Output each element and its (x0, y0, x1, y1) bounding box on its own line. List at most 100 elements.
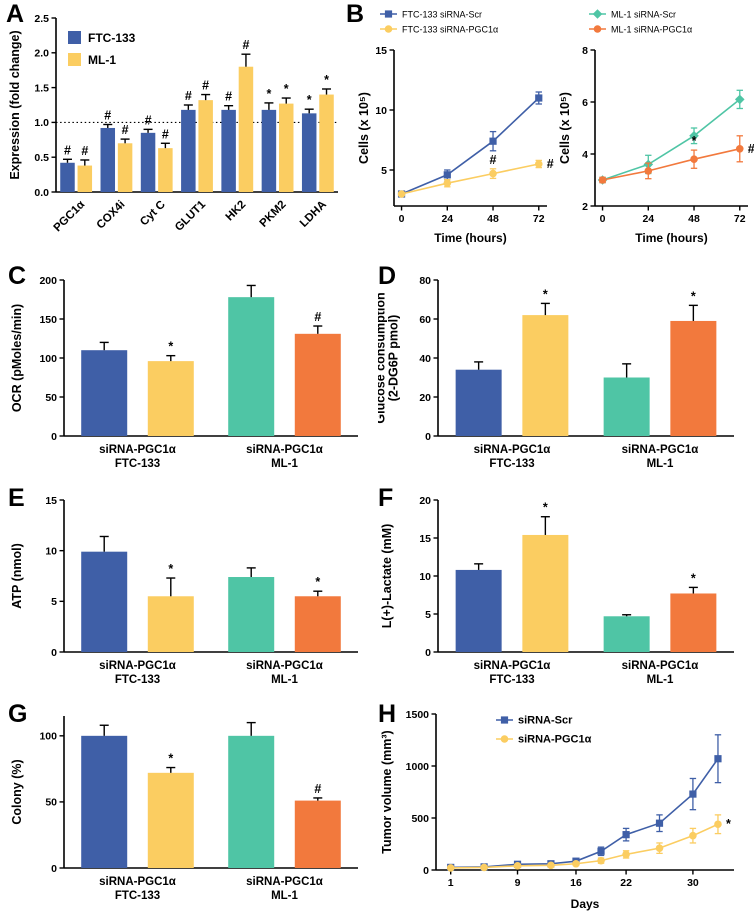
svg-text:10: 10 (45, 545, 57, 557)
svg-text:*: * (726, 817, 731, 831)
panel-g-label: G (8, 700, 28, 728)
panel-f: F 0 5 10 15 20 L(+)-Lactate (mM) * siRNA-PGC1α F… (378, 486, 748, 702)
svg-text:0: 0 (425, 647, 431, 659)
svg-text:100: 100 (39, 353, 57, 365)
svg-text:0.5: 0.5 (34, 152, 49, 164)
svg-text:Cyt C: Cyt C (138, 199, 168, 229)
svg-text:siRNA-PGC1α: siRNA-PGC1α (518, 733, 592, 745)
svg-text:200: 200 (39, 275, 57, 287)
svg-text:siRNA-PGC1α: siRNA-PGC1α (99, 444, 176, 456)
svg-text:ML-1: ML-1 (271, 674, 298, 686)
svg-text:#: # (547, 157, 554, 171)
svg-text:1500: 1500 (406, 709, 430, 721)
panel-c: C 0 50 100 150 200 OCR (pMoles/min) * siRNA-PGC… (8, 264, 372, 486)
svg-text:siRNA-PGC1α: siRNA-PGC1α (622, 660, 699, 672)
svg-text:8: 8 (583, 45, 589, 57)
svg-text:#: # (314, 782, 321, 796)
svg-text:FTC-133: FTC-133 (489, 458, 534, 470)
svg-text:5: 5 (425, 609, 431, 621)
svg-text:10: 10 (375, 105, 387, 117)
svg-text:20: 20 (419, 392, 431, 404)
svg-text:*: * (168, 752, 173, 766)
svg-text:#: # (162, 127, 169, 141)
svg-text:5: 5 (51, 596, 57, 608)
svg-text:24: 24 (441, 213, 453, 225)
svg-text:#: # (490, 153, 497, 167)
svg-text:#: # (225, 90, 232, 104)
svg-text:1.5: 1.5 (34, 82, 49, 94)
svg-text:4: 4 (583, 149, 589, 161)
svg-text:Expression (fold change): Expression (fold change) (8, 30, 22, 179)
svg-text:GLUT1: GLUT1 (173, 198, 209, 234)
svg-text:20: 20 (419, 495, 431, 507)
panel-b: B 5 10 15 Cells (x 10⁵) 0 24 48 72 Time (hours) #… (346, 2, 754, 260)
svg-text:Days: Days (571, 897, 600, 911)
svg-text:*: * (324, 73, 329, 87)
svg-text:2: 2 (583, 201, 589, 213)
panel-e-label: E (8, 484, 25, 512)
svg-text:0: 0 (423, 865, 429, 877)
svg-text:*: * (266, 87, 271, 101)
svg-text:siRNA-PGC1α: siRNA-PGC1α (474, 444, 551, 456)
svg-text:FTC-133: FTC-133 (88, 31, 136, 45)
svg-text:100: 100 (39, 731, 57, 743)
svg-text:#: # (104, 108, 111, 122)
svg-text:#: # (202, 79, 209, 93)
svg-text:#: # (122, 123, 129, 137)
panel-a-label: A (6, 0, 25, 28)
svg-text:FTC-133 siRNA-Scr: FTC-133 siRNA-Scr (402, 9, 482, 19)
svg-text:*: * (691, 289, 696, 303)
panel-g-colony-bar-chart: 0 50 100 Colony (%) * siRNA-PGC1α FTC-133 # siRN… (10, 716, 358, 902)
panel-c-ocr-bar-chart: 0 50 100 150 200 OCR (pMoles/min) * siRNA-PGC1α… (10, 275, 358, 470)
svg-text:22: 22 (620, 877, 632, 889)
svg-text:*: * (692, 134, 697, 148)
svg-text:PKM2: PKM2 (258, 199, 289, 230)
svg-text:L(+)-Lactate (mM): L(+)-Lactate (mM) (380, 524, 394, 629)
svg-text:siRNA-Scr: siRNA-Scr (518, 714, 573, 726)
svg-text:6: 6 (583, 97, 589, 109)
panel-d: D 0 20 40 60 80 Glucose consumption (2-DG6P pm… (378, 264, 748, 486)
panel-b-ftc133-growth-chart: 5 10 15 Cells (x 10⁵) 0 24 48 72 Time (hours) # # F… (358, 9, 554, 245)
svg-text:5: 5 (381, 165, 387, 177)
svg-text:0: 0 (425, 431, 431, 443)
svg-text:15: 15 (375, 45, 387, 57)
svg-text:40: 40 (419, 353, 431, 365)
svg-text:siRNA-PGC1α: siRNA-PGC1α (474, 660, 551, 672)
svg-text:siRNA-PGC1α: siRNA-PGC1α (246, 876, 323, 888)
panel-d-glucose-bar-chart: 0 20 40 60 80 Glucose consumption (2-DG6P pmol… (378, 275, 734, 470)
svg-text:FTC-133: FTC-133 (115, 458, 160, 470)
panel-e-atp-bar-chart: 0 5 10 15 ATP (nmol) * siRNA-PGC1α FTC-133 * siRN… (10, 495, 358, 686)
svg-text:ATP (nmol): ATP (nmol) (10, 543, 24, 609)
svg-text:150: 150 (39, 314, 57, 326)
svg-text:*: * (168, 340, 173, 354)
svg-text:FTC-133: FTC-133 (489, 674, 534, 686)
svg-text:#: # (81, 144, 88, 158)
svg-text:50: 50 (45, 392, 57, 404)
svg-text:*: * (543, 287, 548, 301)
svg-text:0: 0 (399, 213, 405, 225)
svg-text:500: 500 (411, 813, 429, 825)
svg-text:PGC1α: PGC1α (52, 199, 88, 235)
svg-text:48: 48 (689, 213, 701, 225)
svg-text:FTC-133: FTC-133 (115, 674, 160, 686)
svg-text:1.0: 1.0 (34, 117, 49, 129)
svg-text:siRNA-PGC1α: siRNA-PGC1α (622, 444, 699, 456)
svg-text:siRNA-PGC1α: siRNA-PGC1α (246, 444, 323, 456)
svg-text:Time (hours): Time (hours) (636, 231, 708, 245)
panel-c-label: C (8, 262, 27, 290)
panel-h-label: H (378, 700, 397, 728)
svg-text:#: # (185, 89, 192, 103)
panel-h: H 0 500 1000 1500 Tumor volume (mm³) 1 9 16 22 30… (378, 702, 748, 916)
svg-text:Tumor volume (mm³): Tumor volume (mm³) (380, 730, 394, 853)
svg-text:16: 16 (570, 877, 582, 889)
svg-text:(2-DG6P pmol): (2-DG6P pmol) (387, 315, 401, 402)
svg-text:80: 80 (419, 275, 431, 287)
svg-text:*: * (284, 82, 289, 96)
panel-d-label: D (378, 262, 397, 290)
svg-text:0: 0 (51, 863, 57, 875)
svg-text:ML-1 siRNA-Scr: ML-1 siRNA-Scr (611, 9, 676, 19)
svg-text:15: 15 (45, 495, 57, 507)
panel-e: E 0 5 10 15 ATP (nmol) * siRNA-PGC1α FTC-133 * si… (8, 486, 372, 702)
